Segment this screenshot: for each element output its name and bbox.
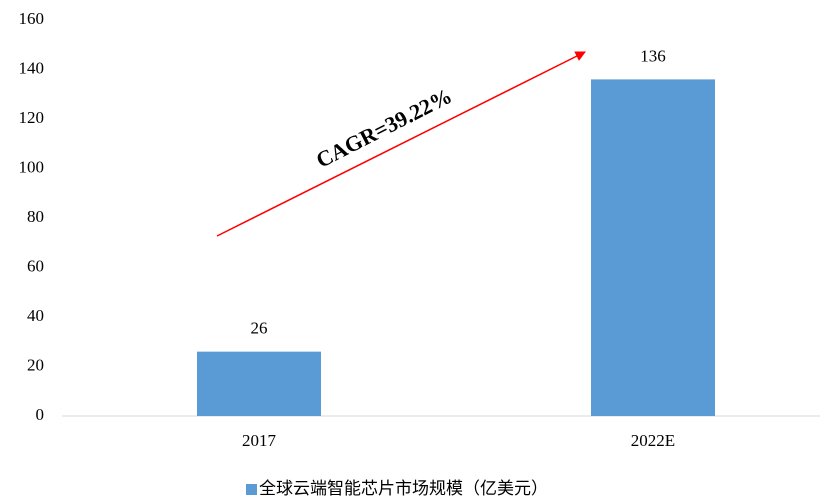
y-tick-label: 140 <box>19 58 45 77</box>
y-tick-label: 40 <box>27 306 44 325</box>
y-tick-label: 80 <box>27 207 44 226</box>
legend-swatch <box>246 484 257 495</box>
y-tick-label: 60 <box>27 256 44 275</box>
y-tick-label: 0 <box>36 405 45 424</box>
data-label: 136 <box>640 46 666 65</box>
y-tick-label: 100 <box>19 157 45 176</box>
x-tick-label: 2022E <box>631 431 675 450</box>
bar <box>197 351 321 416</box>
legend-label: 全球云端智能芯片市场规模（亿美元） <box>259 479 548 498</box>
x-tick-label: 2017 <box>242 431 277 450</box>
y-tick-label: 20 <box>27 355 44 374</box>
bar <box>591 79 715 417</box>
y-tick-label: 120 <box>19 108 45 127</box>
arrow <box>216 51 586 237</box>
data-label: 26 <box>251 319 268 338</box>
y-tick-label: 160 <box>19 9 45 28</box>
